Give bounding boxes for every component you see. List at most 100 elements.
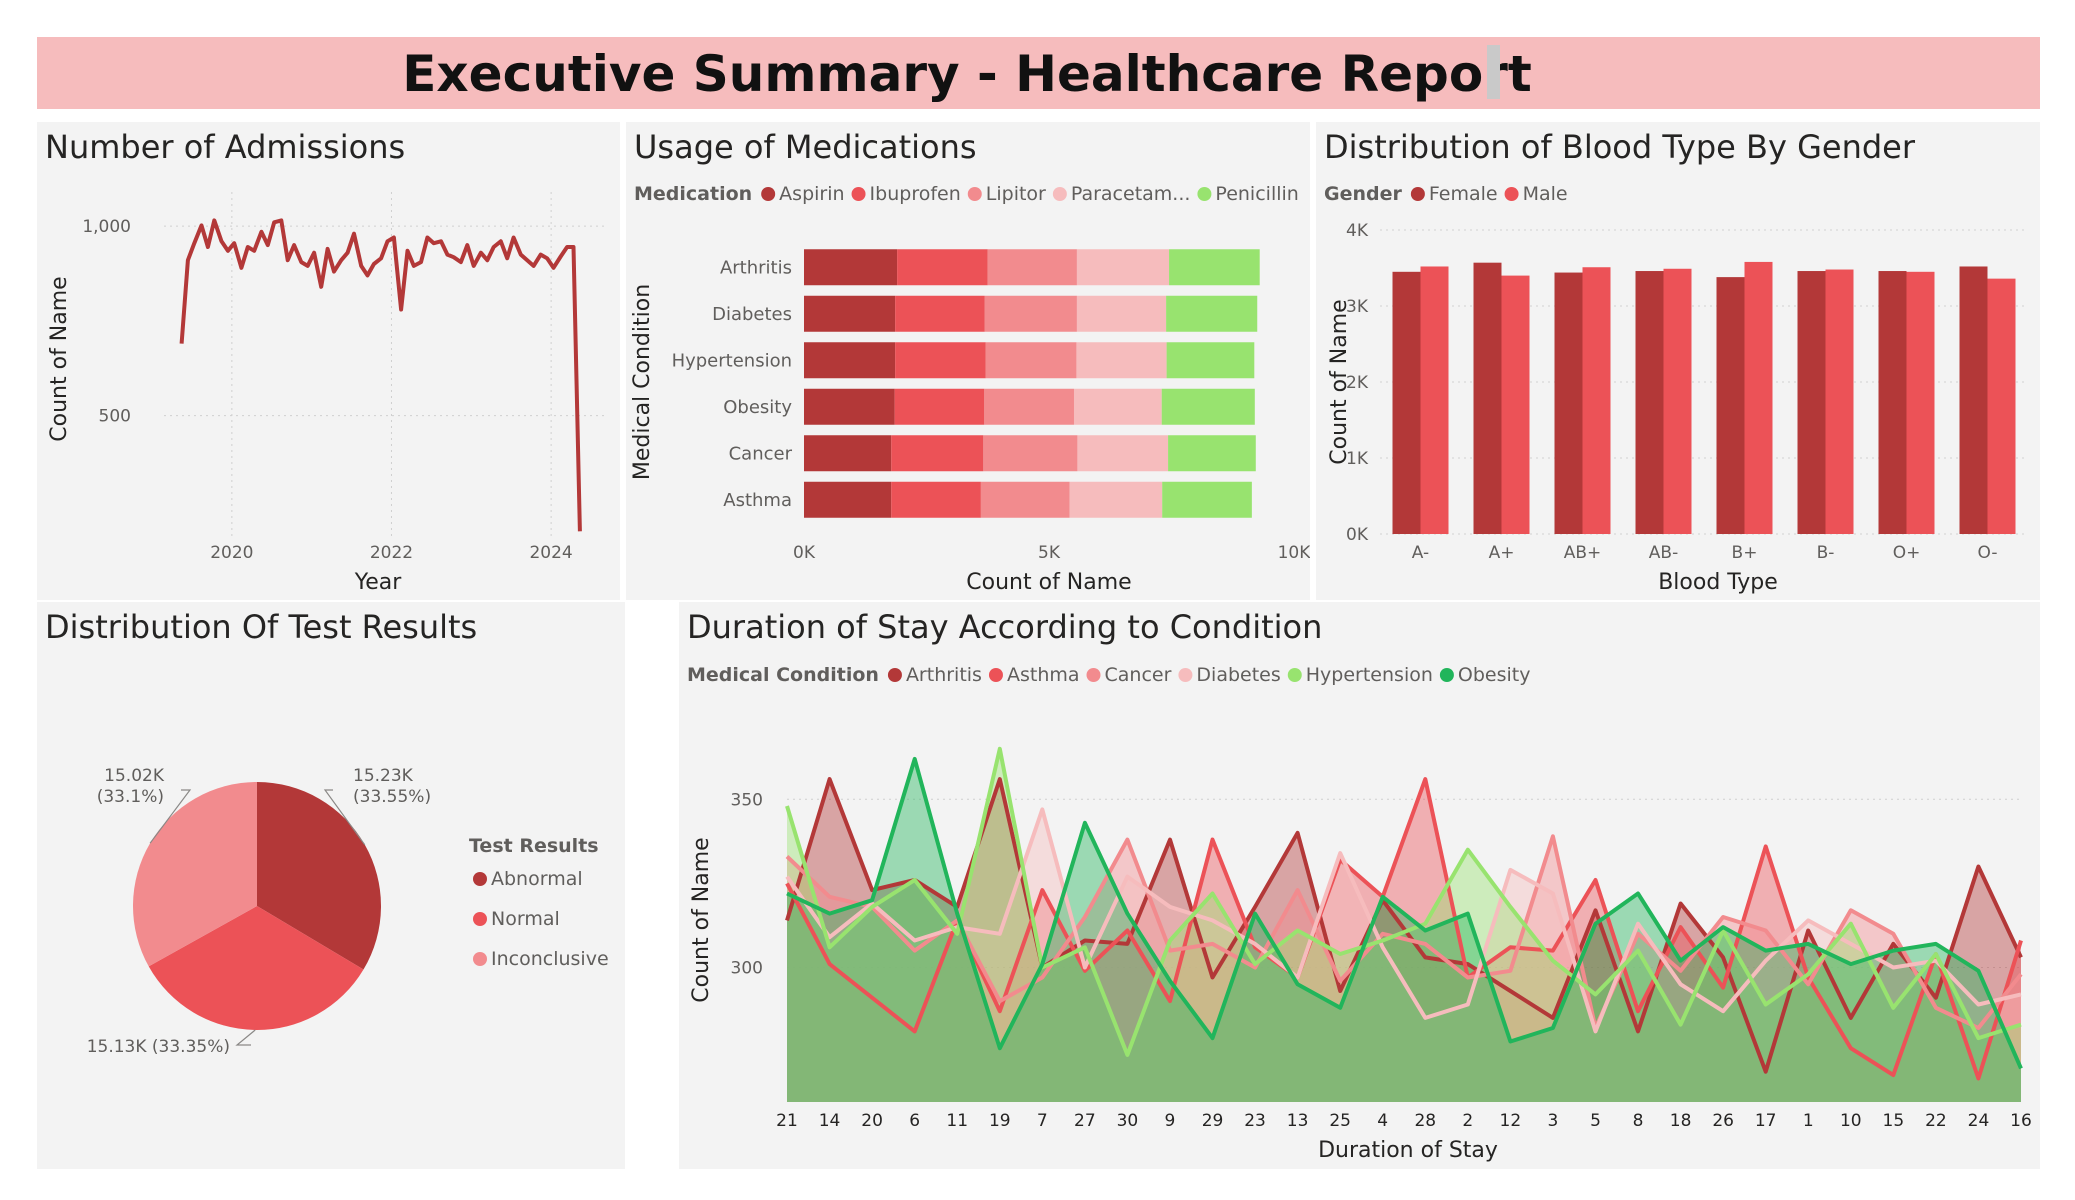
medications-category-label: Arthritis	[720, 257, 792, 278]
bloodtype-bar	[1797, 271, 1826, 534]
medications-bar-segment	[1162, 481, 1252, 518]
bloodtype-y-tick-label: 0K	[1346, 525, 1369, 545]
medications-bar-segment	[895, 295, 985, 332]
medications-bar-segment	[1076, 249, 1170, 286]
pie-leader-line	[235, 1029, 256, 1046]
duration-legend-marker	[887, 668, 902, 682]
duration-legend-label: Hypertension	[1306, 664, 1433, 686]
admissions-y-axis-label: Count of Name	[47, 276, 72, 441]
bloodtype-x-tick-label: O-	[1978, 543, 1998, 563]
medications-legend-label: Penicillin	[1215, 183, 1298, 205]
pie-data-label: 15.02K	[104, 766, 165, 786]
bloodtype-bar	[1663, 268, 1692, 534]
duration-x-tick-label: 2	[1462, 1111, 1473, 1131]
duration-y-tick-label: 300	[731, 958, 763, 978]
bloodtype-x-tick-label: AB-	[1649, 543, 1678, 563]
pie-data-label: 15.23K	[353, 766, 414, 786]
bloodtype-y-tick-label: 2K	[1346, 373, 1369, 393]
duration-legend-label: Asthma	[1007, 664, 1080, 686]
medications-legend-marker	[1197, 187, 1212, 201]
duration-x-tick-label: 19	[989, 1111, 1011, 1131]
medications-bar-segment	[1166, 295, 1258, 332]
medications-x-tick-label: 10K	[1278, 543, 1310, 563]
bloodtype-bar	[1716, 277, 1745, 534]
medications-bar-segment	[984, 388, 1074, 425]
duration-area-chart: Medical Condition Arthritis Asthma Cancer Di…	[687, 664, 2032, 1163]
testresults-legend-label: Normal	[491, 908, 560, 930]
medications-category-label: Obesity	[723, 397, 792, 418]
testresults-pie-chart: 15.23K(33.55%) 15.13K (33.35%) 15.02K(33.1…	[87, 766, 609, 1057]
medications-legend-label: Paracetam...	[1071, 183, 1191, 205]
duration-x-tick-label: 6	[909, 1111, 920, 1131]
medications-bar-segment	[804, 481, 892, 518]
duration-x-tick-label: 23	[1244, 1111, 1266, 1131]
medications-category-label: Hypertension	[672, 350, 792, 371]
medications-bar-segment	[985, 342, 1077, 379]
duration-x-tick-label: 27	[1074, 1111, 1096, 1131]
testresults-panel: Distribution Of Test Results 15.23K (33.5…	[37, 602, 625, 1169]
bloodtype-legend-label: Male	[1523, 183, 1568, 205]
bloodtype-y-tick-label: 1K	[1346, 449, 1369, 469]
duration-x-tick-label: 30	[1117, 1111, 1139, 1131]
medications-bar-segment	[804, 295, 896, 332]
bloodtype-bar	[1878, 271, 1907, 534]
admissions-x-axis-label: Year	[354, 570, 403, 595]
duration-x-tick-label: 21	[776, 1111, 798, 1131]
duration-x-tick-label: 29	[1202, 1111, 1224, 1131]
duration-legend-title: Medical Condition	[687, 664, 879, 686]
medications-bar-segment	[1169, 249, 1260, 286]
duration-series-line	[785, 746, 2022, 1057]
medications-legend-label: Lipitor	[986, 183, 1046, 205]
medications-bar-segment	[804, 249, 898, 286]
duration-x-tick-label: 18	[1670, 1111, 1692, 1131]
bloodtype-x-tick-label: B+	[1732, 543, 1758, 563]
duration-y-tick-label: 350	[731, 790, 763, 810]
duration-series-area	[787, 748, 2021, 1102]
bloodtype-x-axis-label: Blood Type	[1658, 570, 1778, 595]
medications-bar-segment	[1073, 388, 1162, 425]
bloodtype-x-tick-label: O+	[1893, 543, 1921, 563]
duration-series-line	[785, 807, 2022, 1034]
duration-x-tick-label: 20	[861, 1111, 883, 1131]
report-title: Executive Summary - Healthcare Report	[402, 45, 1532, 103]
bloodtype-y-axis-label: Count of Name	[1327, 299, 1352, 464]
bloodtype-bar	[1987, 278, 2016, 534]
medications-x-axis-label: Count of Name	[966, 570, 1131, 595]
medications-category-label: Diabetes	[712, 304, 792, 325]
duration-legend-label: Cancer	[1105, 664, 1172, 686]
duration-legend-label: Diabetes	[1196, 664, 1280, 686]
medications-legend-marker	[1052, 187, 1067, 201]
header-divider	[1487, 45, 1500, 99]
medications-title: Usage of Medications	[634, 128, 977, 166]
duration-x-tick-label: 9	[1165, 1111, 1176, 1131]
duration-panel: Duration of Stay According to Condition …	[679, 602, 2040, 1169]
testresults-legend-label: Inconclusive	[491, 948, 609, 970]
duration-legend-marker	[1439, 668, 1454, 682]
medications-bar-segment	[891, 481, 981, 518]
bloodtype-bar	[1501, 275, 1530, 534]
testresults-legend-label: Abnormal	[491, 868, 583, 890]
admissions-y-tick-label: 1,000	[82, 217, 131, 237]
duration-x-tick-label: 22	[1925, 1111, 1947, 1131]
admissions-line-chart: 2020 2022 2024 500 1,000 Year Count of Name	[47, 192, 607, 595]
medications-bar-segment	[1076, 295, 1167, 332]
duration-legend-label: Arthritis	[906, 664, 982, 686]
medications-bar-segment	[895, 342, 986, 379]
bloodtype-bar	[1420, 266, 1449, 534]
pie-data-label: 15.13K (33.35%)	[87, 1037, 230, 1057]
duration-x-tick-label: 7	[1037, 1111, 1048, 1131]
duration-x-tick-label: 28	[1414, 1111, 1436, 1131]
duration-x-tick-label: 11	[946, 1111, 968, 1131]
medications-legend-title: Medication	[634, 183, 752, 205]
medications-legend-label: Aspirin	[779, 183, 844, 205]
medications-legend-marker	[967, 187, 982, 201]
medications-legend-marker	[761, 187, 776, 201]
duration-x-tick-label: 12	[1500, 1111, 1522, 1131]
medications-bar-segment	[1076, 342, 1167, 379]
duration-x-tick-label: 26	[1712, 1111, 1734, 1131]
bloodtype-x-tick-label: B-	[1817, 543, 1835, 563]
medications-category-label: Asthma	[723, 490, 792, 511]
bloodtype-panel: Distribution of Blood Type By Gender Gen…	[1316, 122, 2040, 600]
bloodtype-bar	[1825, 269, 1854, 534]
medications-panel: Usage of Medications Medication Aspirin Ib…	[626, 122, 1310, 600]
